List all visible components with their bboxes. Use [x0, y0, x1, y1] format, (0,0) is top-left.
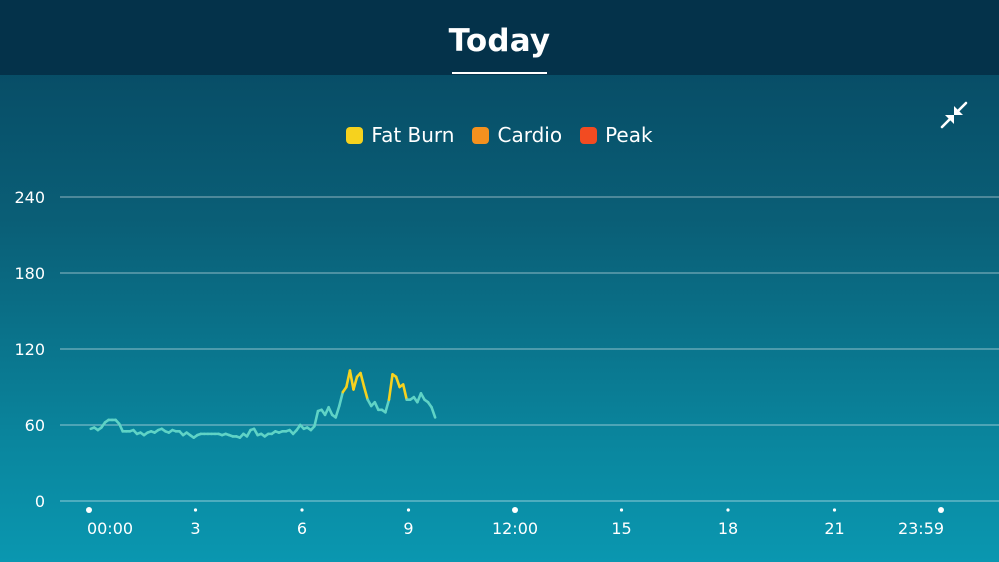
- x-tick-marker: [300, 508, 304, 512]
- legend-label: Cardio: [497, 123, 563, 147]
- x-tick-marker: [406, 508, 411, 512]
- heart-rate-segment: [430, 405, 437, 419]
- x-tick-label: 23:59: [898, 519, 944, 538]
- x-tick-marker: [726, 508, 730, 512]
- legend-item-cardio: Cardio: [472, 122, 562, 148]
- collapse-button[interactable]: [938, 99, 970, 131]
- heart-rate-segment: [394, 375, 401, 389]
- legend-item-peak: Peak: [580, 122, 653, 148]
- x-tick-marker: [832, 508, 837, 512]
- heart-rate-segment: [334, 404, 341, 419]
- x-tick-label: 00:00: [87, 519, 133, 538]
- x-tick-marker: [86, 507, 92, 513]
- y-tick-label: 180: [14, 264, 45, 283]
- y-tick-label: 0: [35, 492, 45, 511]
- header-bar: [0, 0, 999, 75]
- heart-rate-segment: [384, 398, 391, 414]
- heart-rate-segment: [352, 375, 359, 391]
- x-tick-marker: [938, 507, 944, 513]
- legend-swatch: [580, 126, 598, 144]
- chart-legend: Fat Burn Cardio Peak: [0, 122, 999, 148]
- y-tick-label: 240: [14, 188, 45, 207]
- x-tick-label: 12:00: [492, 519, 538, 538]
- x-tick-label: 15: [611, 519, 631, 538]
- x-tick-marker: [193, 508, 198, 512]
- heart-rate-segment: [327, 405, 334, 417]
- x-tick-marker: [512, 507, 518, 513]
- legend-label: Peak: [605, 123, 653, 147]
- heart-rate-segment: [373, 400, 380, 412]
- page-title: Today: [448, 23, 551, 59]
- y-tick-label: 60: [25, 416, 45, 435]
- heart-rate-segment: [359, 371, 366, 389]
- x-tick-label: 21: [824, 519, 844, 538]
- x-tick-marker: [619, 508, 624, 512]
- legend-label: Fat Burn: [371, 123, 455, 147]
- heart-rate-segment: [401, 383, 409, 401]
- legend-item-fat-burn: Fat Burn: [346, 122, 454, 148]
- x-tick-label: 9: [403, 519, 413, 538]
- heart-rate-segment: [337, 390, 345, 408]
- y-tick-label: 120: [14, 340, 45, 359]
- legend-swatch: [472, 126, 490, 144]
- heart-rate-segment: [362, 385, 369, 401]
- title-underline: [452, 72, 547, 74]
- legend-swatch: [346, 126, 364, 144]
- x-tick-label: 18: [718, 519, 738, 538]
- collapse-arrows-icon: [940, 101, 968, 129]
- heart-rate-segment: [387, 373, 394, 401]
- heart-rate-segment: [313, 409, 320, 428]
- x-tick-label: 6: [297, 519, 307, 538]
- heart-rate-segment: [348, 369, 355, 391]
- heart-rate-segment: [117, 422, 125, 433]
- x-tick-label: 3: [190, 519, 200, 538]
